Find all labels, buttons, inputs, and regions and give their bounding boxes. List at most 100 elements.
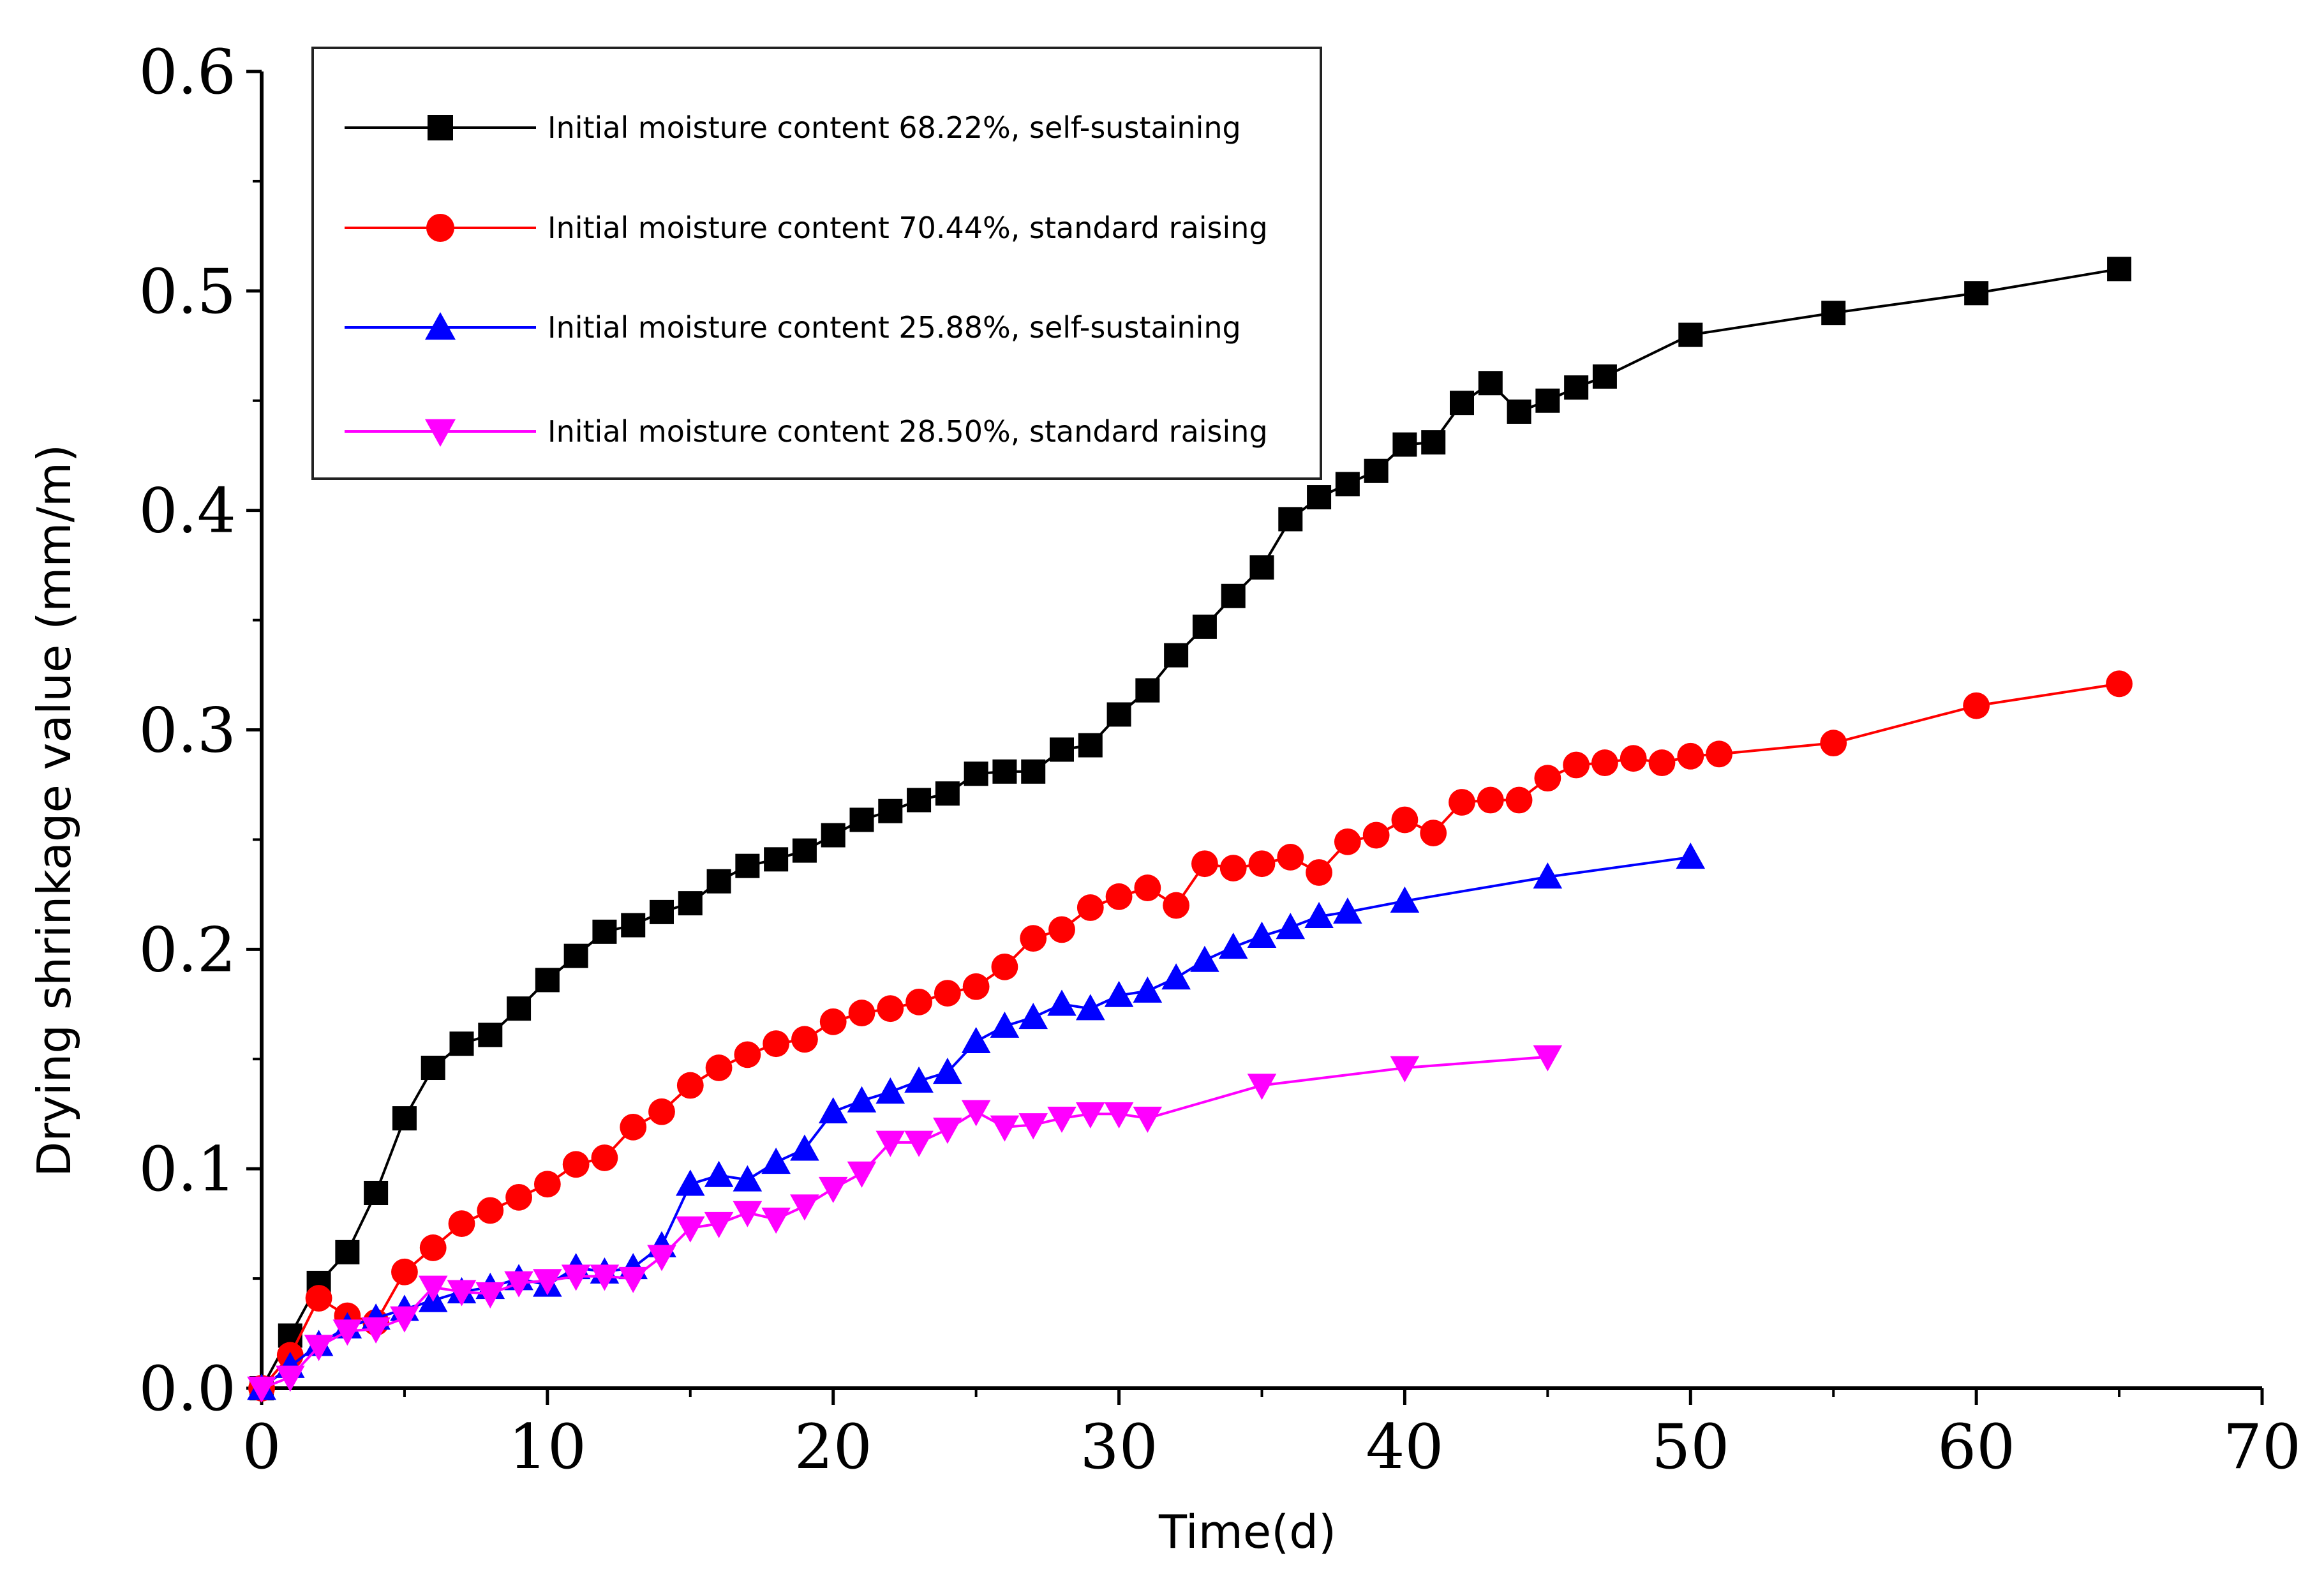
y-tick-label: 0.3 xyxy=(138,695,236,767)
data-point xyxy=(1477,786,1504,814)
data-point xyxy=(961,1100,991,1127)
data-point xyxy=(1018,1113,1048,1140)
series-2 xyxy=(248,670,2133,1402)
data-point xyxy=(733,1201,763,1227)
data-point xyxy=(704,1211,734,1238)
data-point xyxy=(562,1151,590,1178)
data-point xyxy=(1278,507,1303,532)
data-point xyxy=(247,1376,276,1403)
data-point xyxy=(1192,614,1217,639)
data-point xyxy=(964,761,988,786)
data-point xyxy=(733,1165,763,1192)
legend-label: Initial moisture content 70.44%, standar… xyxy=(547,211,1268,245)
data-point xyxy=(1304,901,1334,928)
data-point xyxy=(621,913,646,938)
data-point xyxy=(335,1240,360,1264)
series-line xyxy=(260,267,2120,1389)
data-point xyxy=(790,1134,819,1161)
data-point xyxy=(705,1054,733,1081)
data-point xyxy=(421,1056,445,1081)
data-point xyxy=(448,1210,475,1238)
data-point xyxy=(1478,371,1503,396)
y-tick-label: 0.5 xyxy=(138,256,236,327)
data-point xyxy=(504,1271,533,1298)
y-tick-label: 0.0 xyxy=(138,1353,236,1425)
data-point xyxy=(505,1183,532,1211)
data-point xyxy=(935,781,960,806)
data-point xyxy=(905,988,932,1015)
data-point xyxy=(1335,472,1360,497)
legend-marker xyxy=(425,312,456,340)
data-point xyxy=(1676,843,1706,869)
data-point xyxy=(304,1335,334,1361)
data-point xyxy=(478,1023,503,1047)
data-point xyxy=(675,1216,705,1243)
y-axis-ticks: 0.0 0.1 0.2 0.3 0.4 0.5 0.6 xyxy=(138,36,262,1425)
data-point xyxy=(1535,388,1560,413)
y-tick-label: 0.6 xyxy=(138,36,236,108)
data-point xyxy=(734,1041,761,1068)
data-point xyxy=(1247,1074,1277,1100)
data-point xyxy=(1075,1102,1105,1129)
data-point xyxy=(475,1282,505,1308)
data-point xyxy=(1390,1056,1420,1083)
data-point xyxy=(364,1180,389,1205)
y-tick-label: 0.4 xyxy=(138,476,236,547)
data-point xyxy=(847,1161,877,1188)
data-point xyxy=(1505,786,1533,814)
data-point xyxy=(275,1365,305,1392)
data-point xyxy=(2107,257,2132,281)
x-axis-title: Time(d) xyxy=(1158,1505,1336,1559)
data-point xyxy=(650,899,674,924)
data-point xyxy=(418,1275,448,1302)
data-point xyxy=(591,1144,618,1171)
data-point xyxy=(390,1306,419,1333)
data-point xyxy=(676,1072,704,1099)
data-point xyxy=(2106,670,2133,698)
data-point xyxy=(507,996,532,1021)
data-point xyxy=(1334,828,1361,855)
data-point xyxy=(1364,458,1389,483)
data-point xyxy=(1677,742,1704,770)
data-point xyxy=(764,847,789,872)
data-point xyxy=(791,1026,818,1053)
data-point xyxy=(1050,737,1074,762)
data-point xyxy=(1075,994,1105,1021)
data-point xyxy=(875,1077,905,1104)
data-point xyxy=(419,1234,447,1261)
data-point xyxy=(1391,806,1419,834)
data-point xyxy=(1221,583,1246,608)
data-point xyxy=(533,1269,562,1296)
data-point xyxy=(618,1266,648,1293)
data-point xyxy=(761,1148,791,1174)
data-point xyxy=(962,973,990,1000)
data-point xyxy=(1018,1003,1048,1030)
data-point xyxy=(1249,555,1274,580)
legend-label: Initial moisture content 28.50%, standar… xyxy=(547,414,1268,449)
data-point xyxy=(1306,859,1332,886)
data-point xyxy=(878,798,903,823)
data-point xyxy=(1105,883,1133,910)
data-point xyxy=(535,968,560,993)
data-point xyxy=(449,1031,474,1056)
data-point xyxy=(904,1130,934,1157)
data-point xyxy=(990,1011,1020,1038)
data-point xyxy=(1247,921,1277,948)
data-point xyxy=(818,1097,848,1124)
data-point xyxy=(819,1008,847,1035)
data-point xyxy=(704,1160,734,1187)
data-point xyxy=(477,1197,504,1224)
legend-marker xyxy=(425,419,456,447)
data-point xyxy=(1963,692,1990,719)
data-point xyxy=(1592,364,1617,389)
series-1 xyxy=(250,257,2132,1400)
data-point xyxy=(1276,913,1306,940)
data-point xyxy=(821,823,845,848)
legend-label: Initial moisture content 68.22%, self-su… xyxy=(547,110,1241,145)
data-point xyxy=(1135,678,1160,703)
data-point xyxy=(1104,980,1134,1007)
data-point xyxy=(761,1208,791,1234)
data-point xyxy=(1134,874,1161,901)
data-point xyxy=(1591,749,1618,776)
